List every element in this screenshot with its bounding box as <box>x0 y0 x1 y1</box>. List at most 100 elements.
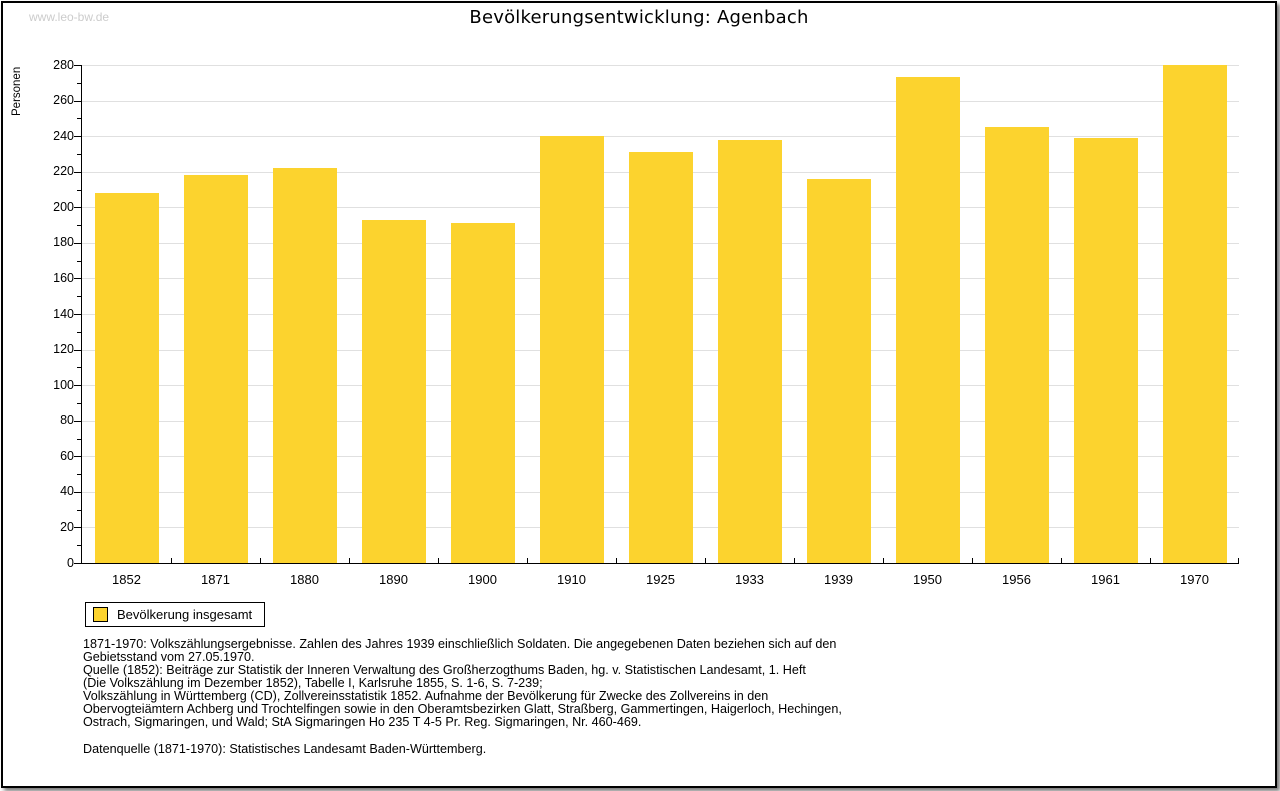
plot-area: 0 20 40 60 80 100 120 140 160 180 200 220 240 260 280 1… <box>53 58 1239 587</box>
y-tick-label: 200 <box>53 199 74 214</box>
x-axis-tick <box>438 558 439 563</box>
bar-1852 <box>94 193 159 563</box>
y-tick-label: 40 <box>60 484 74 499</box>
x-axis-tick <box>616 558 617 563</box>
y-tick-label: 180 <box>53 235 74 250</box>
footnotes: 1871-1970: Volkszählungsergebnisse. Zahl… <box>83 638 842 729</box>
y-major-tick <box>74 207 81 209</box>
y-minor-tick <box>77 260 81 262</box>
x-tick-label: 1970 <box>1180 572 1209 587</box>
y-major-tick <box>74 242 81 244</box>
y-tick-label: 280 <box>53 57 74 72</box>
y-minor-tick <box>77 225 81 227</box>
bar-1970 <box>1162 65 1227 563</box>
x-axis-tick <box>705 558 706 563</box>
y-minor-tick <box>77 402 81 404</box>
y-major-tick <box>74 65 81 66</box>
y-tick-label: 120 <box>53 342 74 357</box>
x-axis-tick <box>794 558 795 563</box>
y-major-tick <box>74 491 81 493</box>
x-axis-tick <box>171 558 172 563</box>
x-axis-tick <box>972 558 973 563</box>
y-major-tick <box>74 385 81 387</box>
y-minor-tick <box>77 82 81 84</box>
bar-1961 <box>1073 137 1138 563</box>
x-tick-label: 1939 <box>824 572 853 587</box>
y-tick-label: 100 <box>53 377 74 392</box>
y-major-tick <box>74 527 81 529</box>
x-tick-label: 1871 <box>201 572 230 587</box>
x-axis-tick <box>1150 558 1151 563</box>
legend: Bevölkerung insgesamt <box>85 602 266 627</box>
footnote-line: Quelle (1852): Beiträge zur Statistik de… <box>83 663 806 677</box>
y-minor-tick <box>77 474 81 476</box>
bar-1880 <box>272 168 337 563</box>
y-tick-label: 260 <box>53 93 74 108</box>
x-axis-tick <box>1238 558 1239 563</box>
y-tick-label: 60 <box>60 448 74 463</box>
bar-1939 <box>806 178 871 563</box>
watermark: www.leo-bw.de <box>29 10 110 24</box>
y-minor-tick <box>77 331 81 333</box>
gridline <box>82 136 1239 138</box>
y-axis-label: Personen <box>11 66 23 116</box>
y-tick-label: 220 <box>53 164 74 179</box>
gridline <box>82 65 1239 66</box>
x-axis-tick <box>349 558 350 563</box>
x-tick-label: 1890 <box>379 572 408 587</box>
y-tick-label: 80 <box>60 413 74 428</box>
bar-1871 <box>183 175 248 563</box>
x-tick-label: 1933 <box>735 572 764 587</box>
bar-1950 <box>895 77 960 563</box>
footnote-line: Gebietsstand vom 27.05.1970. <box>83 650 255 664</box>
bar-1933 <box>717 139 782 563</box>
footnote-line: Volkszählung in Württemberg (CD), Zollve… <box>83 689 769 703</box>
footnote-line: 1871-1970: Volkszählungsergebnisse. Zahl… <box>83 637 837 651</box>
x-axis-tick <box>1061 558 1062 563</box>
y-tick-label: 160 <box>53 270 74 285</box>
bar-1910 <box>539 136 604 563</box>
y-tick-label: 20 <box>60 519 74 534</box>
y-tick-label: 240 <box>53 128 74 143</box>
y-minor-tick <box>77 296 81 298</box>
x-tick-label: 1956 <box>1002 572 1031 587</box>
x-tick-label: 1950 <box>913 572 942 587</box>
chart-title: Bevölkerungsentwicklung: Agenbach <box>469 7 809 28</box>
footnote-line: Ostrach, Sigmaringen, und Wald; StA Sigm… <box>83 715 642 729</box>
legend-swatch-icon <box>93 607 108 622</box>
y-major-tick <box>74 456 81 458</box>
x-tick-label: 1925 <box>646 572 675 587</box>
bar-1890 <box>361 219 426 563</box>
x-tick-label: 1961 <box>1091 572 1120 587</box>
x-axis-tick <box>527 558 528 563</box>
footnote-line: (Die Volkszählung im Dezember 1852), Tab… <box>83 676 543 690</box>
y-minor-tick <box>77 153 81 155</box>
y-major-tick <box>74 563 81 564</box>
y-major-tick <box>74 420 81 422</box>
legend-label: Bevölkerung insgesamt <box>117 607 253 622</box>
y-major-tick <box>74 278 81 280</box>
x-tick-label: 1880 <box>290 572 319 587</box>
datasource-note: Datenquelle (1871-1970): Statistisches L… <box>83 742 487 756</box>
bar-1900 <box>450 223 515 563</box>
y-minor-tick <box>77 438 81 440</box>
y-minor-tick <box>77 189 81 191</box>
y-tick-label: 140 <box>53 306 74 321</box>
bar-1925 <box>628 152 693 563</box>
gridline <box>82 100 1239 102</box>
y-major-tick <box>74 136 81 138</box>
x-axis-tick <box>260 558 261 563</box>
y-major-tick <box>74 349 81 351</box>
y-major-tick <box>74 171 81 173</box>
x-tick-label: 1852 <box>112 572 141 587</box>
x-tick-label: 1900 <box>468 572 497 587</box>
y-major-tick <box>74 100 81 102</box>
y-minor-tick <box>77 367 81 369</box>
y-minor-tick <box>77 545 81 547</box>
bar-1956 <box>984 127 1049 563</box>
y-major-tick <box>74 314 81 315</box>
x-axis-tick <box>883 558 884 563</box>
x-tick-label: 1910 <box>557 572 586 587</box>
footnote-line: Obervogteiämtern Achberg und Trochtelfin… <box>83 702 842 716</box>
